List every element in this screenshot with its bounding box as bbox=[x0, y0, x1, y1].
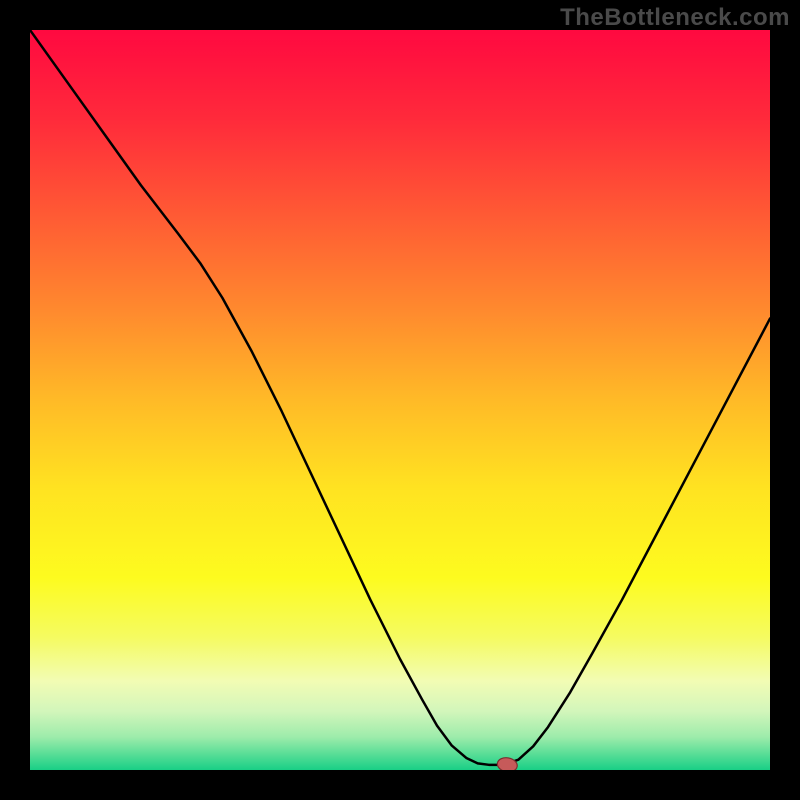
plot-area bbox=[30, 30, 770, 770]
chart-svg bbox=[30, 30, 770, 770]
chart-stage: TheBottleneck.com bbox=[0, 0, 800, 800]
watermark-text: TheBottleneck.com bbox=[560, 4, 790, 32]
